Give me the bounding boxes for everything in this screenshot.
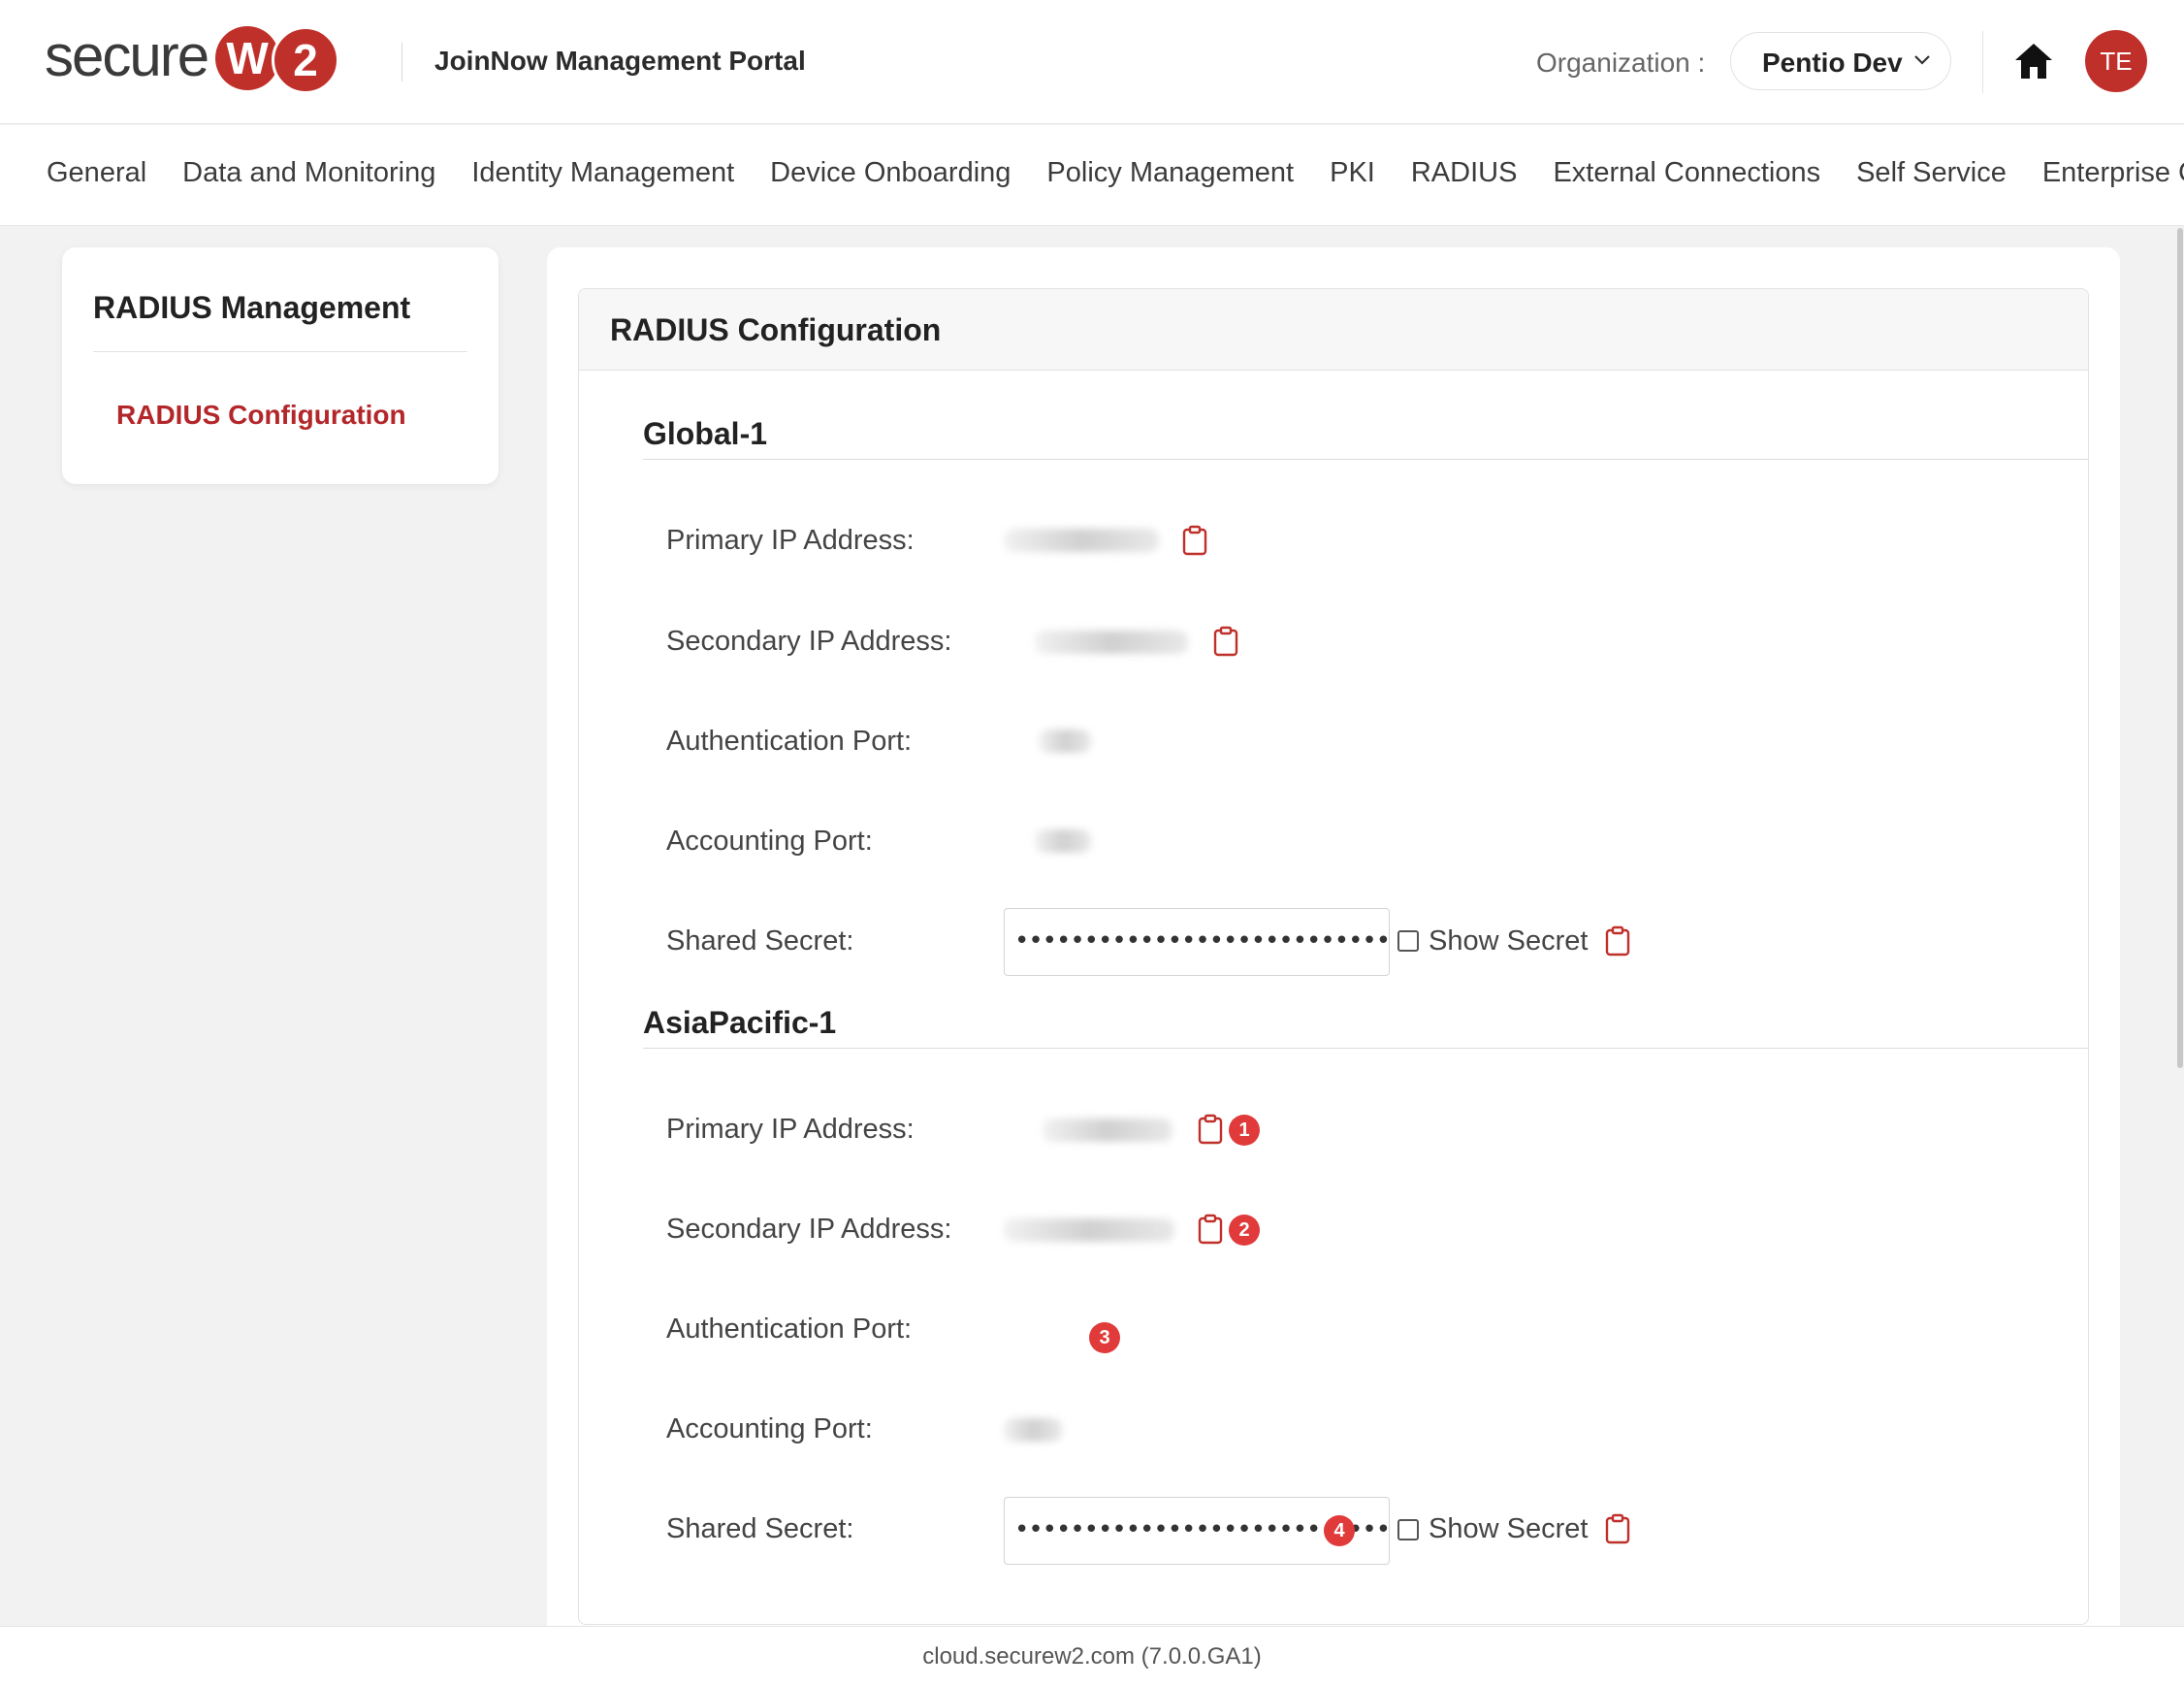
clipboard-icon[interactable] bbox=[1198, 1214, 1223, 1245]
clipboard-icon[interactable] bbox=[1605, 925, 1630, 956]
logo-2: 2 bbox=[272, 26, 340, 94]
primary-ip-label: Primary IP Address: bbox=[666, 1114, 915, 1145]
organization-value: Pentio Dev bbox=[1762, 48, 1903, 78]
clipboard-icon[interactable] bbox=[1213, 626, 1238, 657]
clipboard-icon[interactable] bbox=[1182, 525, 1207, 556]
organization-select[interactable]: Pentio Dev bbox=[1730, 32, 1951, 90]
annotation-badge-3: 3 bbox=[1089, 1322, 1120, 1353]
logo-mark: W 2 bbox=[215, 26, 340, 94]
user-avatar[interactable]: TE bbox=[2085, 30, 2147, 92]
authentication-port-value bbox=[1039, 730, 1091, 753]
primary-ip-value bbox=[1043, 1119, 1172, 1142]
accounting-port-value bbox=[1035, 829, 1091, 853]
sidebar-title: RADIUS Management bbox=[93, 290, 411, 325]
secondary-ip-value bbox=[1004, 1218, 1174, 1242]
annotation-badge-1: 1 bbox=[1229, 1115, 1260, 1146]
nav-item-external-connections[interactable]: External Connections bbox=[1553, 157, 1821, 188]
secondary-ip-value bbox=[1035, 631, 1188, 654]
nav-item-radius[interactable]: RADIUS bbox=[1410, 157, 1518, 188]
app-header: secure W 2 JoinNow Management Portal Org… bbox=[0, 0, 2184, 124]
section-title-asiapacific-1: AsiaPacific-1 bbox=[643, 1005, 837, 1040]
annotation-badge-2: 2 bbox=[1229, 1215, 1260, 1246]
annotation-badge-4: 4 bbox=[1324, 1515, 1355, 1546]
clipboard-icon[interactable] bbox=[1605, 1513, 1630, 1544]
nav-item-self-service[interactable]: Self Service bbox=[1856, 157, 2007, 188]
nav-item-policy-management[interactable]: Policy Management bbox=[1046, 157, 1295, 188]
securew2-logo[interactable]: secure W 2 bbox=[45, 23, 340, 95]
nav-item-general[interactable]: General bbox=[47, 157, 147, 188]
chevron-down-icon bbox=[1914, 55, 1930, 65]
nav-item-pki[interactable]: PKI bbox=[1330, 157, 1375, 188]
card-header: RADIUS Configuration bbox=[579, 289, 2088, 371]
sidebar: RADIUS Management RADIUS Configuration bbox=[62, 247, 498, 484]
main-nav: General Data and Monitoring Identity Man… bbox=[0, 125, 2184, 226]
authentication-port-label: Authentication Port: bbox=[666, 1313, 913, 1345]
nav-item-identity-management[interactable]: Identity Management bbox=[471, 157, 735, 188]
section-title-global-1: Global-1 bbox=[643, 416, 768, 451]
shared-secret-input[interactable]: •••••••••••••••••••••••••••••• bbox=[1004, 908, 1390, 976]
sidebar-divider bbox=[93, 351, 467, 352]
nav-item-data-and-monitoring[interactable]: Data and Monitoring bbox=[182, 157, 436, 188]
logo-text: secure bbox=[45, 23, 209, 88]
show-secret-checkbox[interactable] bbox=[1397, 1519, 1419, 1540]
section-divider bbox=[643, 459, 2088, 460]
section-divider bbox=[643, 1048, 2088, 1049]
show-secret-label[interactable]: Show Secret bbox=[1429, 1513, 1589, 1544]
portal-title: JoinNow Management Portal bbox=[434, 46, 806, 76]
secondary-ip-label: Secondary IP Address: bbox=[666, 1214, 952, 1245]
footer-version-text: cloud.securew2.com (7.0.0.GA1) bbox=[922, 1643, 1262, 1670]
header-divider bbox=[1982, 31, 1983, 93]
sidebar-item-radius-configuration[interactable]: RADIUS Configuration bbox=[116, 400, 406, 430]
card-title: RADIUS Configuration bbox=[610, 312, 942, 347]
accounting-port-label: Accounting Port: bbox=[666, 1413, 873, 1444]
show-secret-checkbox[interactable] bbox=[1397, 930, 1419, 952]
main-panel: RADIUS Configuration Global-1 Primary IP… bbox=[547, 247, 2120, 1664]
accounting-port-value bbox=[1004, 1418, 1062, 1442]
shared-secret-label: Shared Secret: bbox=[666, 1513, 854, 1544]
primary-ip-value bbox=[1004, 529, 1159, 552]
logo-w: W bbox=[215, 26, 280, 90]
nav-item-enterprise-client[interactable]: Enterprise Client bbox=[2041, 157, 2184, 188]
organization-label: Organization : bbox=[1536, 48, 1706, 78]
nav-item-device-onboarding[interactable]: Device Onboarding bbox=[770, 157, 1012, 188]
radius-configuration-card: RADIUS Configuration Global-1 Primary IP… bbox=[578, 288, 2089, 1625]
scrollbar-thumb[interactable] bbox=[2177, 228, 2183, 1068]
home-icon[interactable] bbox=[2013, 42, 2054, 81]
show-secret-label[interactable]: Show Secret bbox=[1429, 925, 1589, 956]
shared-secret-label: Shared Secret: bbox=[666, 925, 854, 956]
authentication-port-label: Authentication Port: bbox=[666, 726, 913, 757]
secondary-ip-label: Secondary IP Address: bbox=[666, 626, 952, 657]
header-divider bbox=[401, 43, 402, 81]
clipboard-icon[interactable] bbox=[1198, 1114, 1223, 1145]
nav-list: General Data and Monitoring Identity Man… bbox=[47, 157, 2184, 189]
accounting-port-label: Accounting Port: bbox=[666, 826, 873, 857]
primary-ip-label: Primary IP Address: bbox=[666, 525, 915, 556]
footer: cloud.securew2.com (7.0.0.GA1) bbox=[0, 1626, 2184, 1686]
